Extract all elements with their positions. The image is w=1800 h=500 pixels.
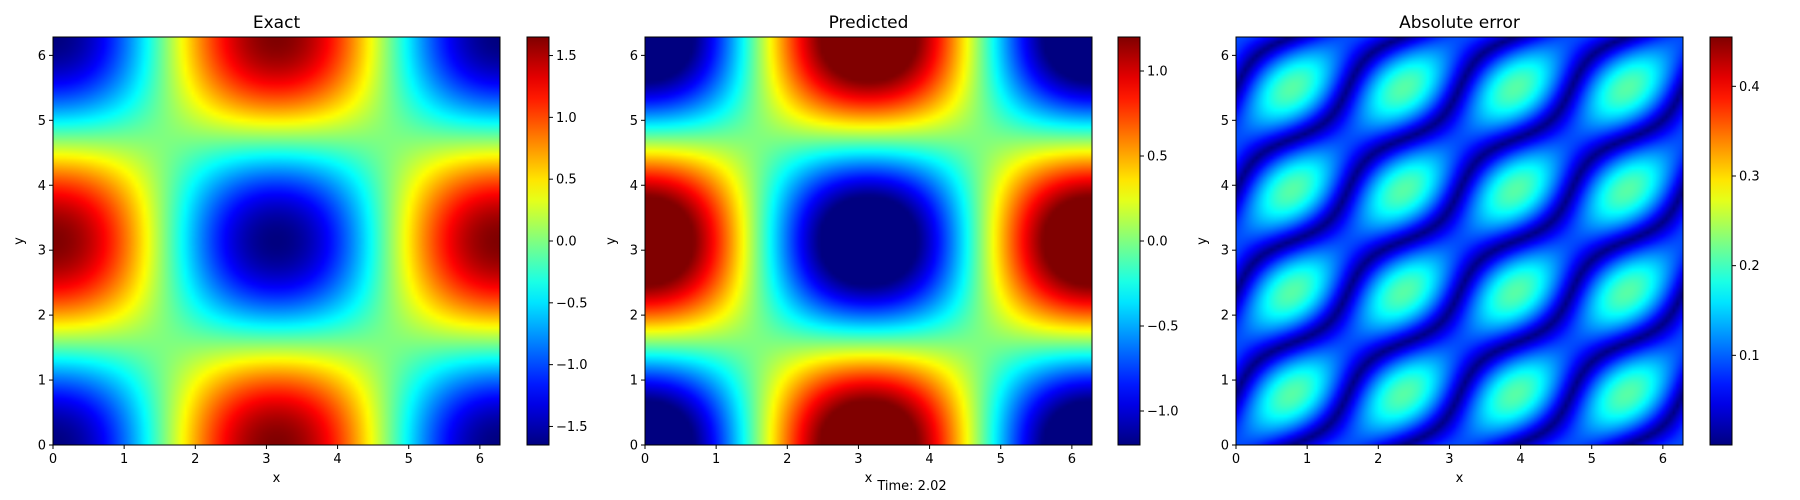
x-tick-label: 0 (49, 452, 57, 467)
x-tick-label: 6 (1659, 452, 1667, 467)
y-tick-label: 1 (1221, 374, 1229, 389)
colorbar-tick-label: 1.0 (556, 111, 577, 126)
colorbar (1709, 36, 1733, 446)
y-tick-label: 2 (630, 309, 638, 324)
colorbar-tick-label: 0.0 (1147, 235, 1168, 250)
heatmap-image (53, 37, 500, 445)
plot-frame (1235, 36, 1684, 446)
y-axis-label: y (604, 237, 619, 245)
colorbar-tick-label: 1.0 (1147, 65, 1168, 80)
x-tick-label: 4 (1516, 452, 1524, 467)
x-tick-label: 5 (1588, 452, 1596, 467)
y-tick-label: 5 (1221, 114, 1229, 129)
subplot-title: Predicted (829, 13, 909, 33)
x-tick-label: 1 (712, 452, 720, 467)
y-tick-label: 0 (38, 439, 46, 454)
y-axis-label: y (12, 237, 27, 245)
plot-frame (644, 36, 1093, 446)
x-tick-label: 5 (405, 452, 413, 467)
subplot-1: Exact 0 1 2 3 4 5 6 0 1 2 3 4 5 6 x y 1.5 1.0 0.5 0.0 −0.5 −1.… (12, 13, 588, 486)
x-tick-label: 2 (1374, 452, 1382, 467)
x-tick-label: 5 (997, 452, 1005, 467)
colorbar-tick-label: 0.5 (1147, 150, 1168, 165)
plot-frame (52, 36, 501, 446)
heatmap-image (1236, 37, 1683, 445)
x-tick-label: 0 (641, 452, 649, 467)
y-tick-label: 2 (1221, 309, 1229, 324)
y-axis-label: y (1195, 237, 1210, 245)
x-tick-label: 1 (1303, 452, 1311, 467)
x-tick-label: 0 (1232, 452, 1240, 467)
colorbar-tick-label: −1.0 (556, 358, 588, 373)
heatmap-image (645, 37, 1092, 445)
colorbar-tick-label: −0.5 (556, 296, 588, 311)
colorbar-tick-label: 0.1 (1739, 349, 1760, 364)
y-tick-label: 0 (1221, 439, 1229, 454)
colorbar-tick-label: 0.2 (1739, 259, 1760, 274)
colorbar (526, 36, 550, 446)
x-tick-label: 6 (476, 452, 484, 467)
y-tick-label: 4 (630, 179, 638, 194)
x-axis-label: x (1456, 471, 1464, 486)
colorbar-tick-label: −0.5 (1147, 320, 1179, 335)
subplot-3: Absolute error 0 1 2 3 4 5 6 0 1 2 3 4 5 6 x y 0.4 0.3 0.2 0… (1195, 13, 1760, 486)
x-tick-label: 4 (333, 452, 341, 467)
colorbar-tick-label: 0.4 (1739, 80, 1760, 95)
x-tick-label: 2 (783, 452, 791, 467)
subplot-title: Absolute error (1399, 13, 1520, 33)
x-tick-label: 3 (854, 452, 862, 467)
colorbar-tick-label: 0.5 (556, 173, 577, 188)
colorbar-tick-label: 1.5 (556, 49, 577, 64)
x-tick-label: 3 (1445, 452, 1453, 467)
x-tick-label: 3 (262, 452, 270, 467)
y-tick-label: 0 (630, 439, 638, 454)
y-tick-label: 6 (630, 49, 638, 64)
y-tick-label: 1 (630, 374, 638, 389)
y-tick-label: 3 (1221, 244, 1229, 259)
y-tick-label: 2 (38, 309, 46, 324)
subplot-2: Predicted 0 1 2 3 4 5 6 0 1 2 3 4 5 6 x y 1.0 0.5 0.0 −0.5 −1… (604, 13, 1179, 486)
y-tick-label: 4 (38, 179, 46, 194)
x-tick-label: 6 (1068, 452, 1076, 467)
y-tick-label: 5 (38, 114, 46, 129)
colorbar (1117, 36, 1141, 446)
x-tick-label: 1 (120, 452, 128, 467)
time-label: Time: 2.02 (876, 479, 946, 494)
y-tick-label: 6 (1221, 49, 1229, 64)
colorbar-tick-label: −1.0 (1147, 405, 1179, 420)
y-tick-label: 1 (38, 374, 46, 389)
y-tick-label: 3 (630, 244, 638, 259)
y-tick-label: 3 (38, 244, 46, 259)
x-axis-label: x (273, 471, 281, 486)
colorbar-tick-label: −1.5 (556, 420, 588, 435)
y-tick-label: 5 (630, 114, 638, 129)
y-tick-label: 6 (38, 49, 46, 64)
x-tick-label: 2 (191, 452, 199, 467)
colorbar-tick-label: 0.3 (1739, 169, 1760, 184)
y-tick-label: 4 (1221, 179, 1229, 194)
colorbar-tick-label: 0.0 (556, 235, 577, 250)
x-tick-label: 4 (925, 452, 933, 467)
subplot-title: Exact (253, 13, 301, 33)
x-axis-label: x (865, 471, 873, 486)
